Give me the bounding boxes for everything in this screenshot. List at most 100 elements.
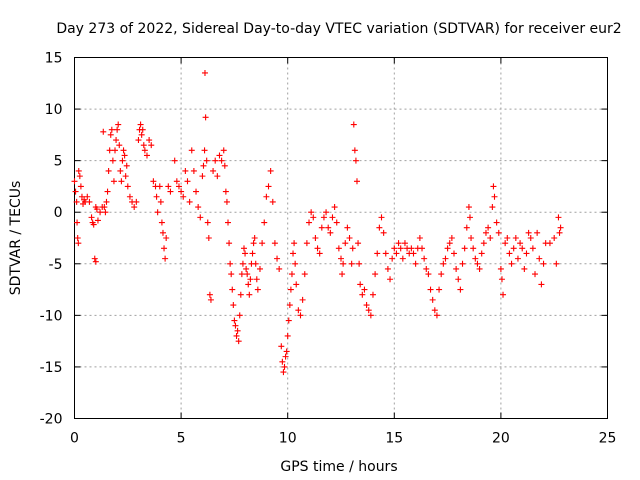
data-point — [466, 214, 473, 221]
data-point — [242, 250, 249, 257]
data-point — [301, 271, 308, 278]
data-point — [188, 147, 195, 154]
data-point — [276, 265, 283, 272]
data-point — [410, 250, 417, 257]
data-point — [73, 198, 80, 205]
data-point — [399, 255, 406, 262]
data-point — [320, 214, 327, 221]
data-point — [351, 147, 358, 154]
data-point — [500, 291, 507, 298]
data-point — [252, 260, 259, 267]
data-point — [71, 178, 78, 185]
data-point — [153, 193, 160, 200]
data-point — [271, 240, 278, 247]
data-point — [156, 183, 163, 190]
data-point — [74, 219, 81, 226]
data-point — [459, 260, 466, 267]
data-point — [331, 204, 338, 211]
data-point — [77, 183, 84, 190]
data-point — [190, 167, 197, 174]
data-point — [200, 162, 207, 169]
data-point — [154, 209, 161, 216]
data-point — [357, 281, 364, 288]
data-point — [94, 217, 101, 224]
data-point — [440, 260, 447, 267]
data-point — [100, 128, 107, 135]
data-point — [256, 265, 263, 272]
data-point — [109, 157, 116, 164]
data-point — [230, 302, 237, 309]
data-point — [453, 265, 460, 272]
data-point — [457, 286, 464, 293]
data-point — [292, 260, 299, 267]
data-point — [203, 157, 210, 164]
data-point — [74, 235, 81, 241]
data-point — [323, 209, 330, 216]
data-point — [408, 245, 415, 252]
data-point — [243, 265, 250, 272]
data-point — [115, 121, 122, 128]
data-point — [532, 271, 539, 278]
data-point — [131, 204, 138, 211]
data-point — [280, 369, 287, 376]
data-point — [102, 209, 109, 216]
data-point — [225, 219, 232, 226]
data-point — [107, 131, 114, 138]
data-point — [93, 206, 100, 213]
data-point — [380, 229, 387, 236]
data-point — [253, 276, 260, 283]
data-point — [161, 245, 168, 252]
data-point — [116, 142, 123, 149]
x-tick-label: 5 — [177, 431, 186, 447]
data-point — [72, 188, 79, 195]
data-point — [106, 147, 113, 154]
data-point — [538, 281, 545, 288]
data-point — [110, 178, 117, 185]
data-point — [247, 276, 254, 283]
y-tick-label: 10 — [45, 102, 63, 118]
data-point — [355, 240, 362, 247]
data-point — [478, 250, 485, 257]
data-point — [186, 198, 193, 205]
data-point — [472, 255, 479, 262]
data-point — [482, 229, 489, 236]
data-point — [318, 224, 325, 231]
data-point — [423, 265, 430, 272]
data-point — [126, 193, 133, 200]
data-point — [118, 178, 125, 185]
data-point — [485, 224, 492, 231]
data-point — [412, 260, 419, 267]
data-point — [195, 204, 202, 211]
data-point — [227, 260, 234, 267]
data-point — [438, 271, 445, 278]
data-point — [519, 245, 526, 252]
data-point — [269, 198, 276, 205]
data-point — [207, 296, 214, 303]
data-point — [284, 332, 291, 339]
data-point — [263, 193, 270, 200]
data-point — [393, 250, 400, 257]
x-tick-label: 25 — [599, 431, 617, 447]
data-point — [470, 245, 477, 252]
axis-ticks: 0 5 10 15 20 25 -20 -15 -10 -5 0 5 10 15 — [40, 51, 617, 447]
data-point — [346, 235, 353, 241]
data-point — [197, 214, 204, 221]
data-point — [182, 167, 189, 174]
data-point — [222, 188, 229, 195]
data-point — [274, 255, 281, 262]
y-tick-label: 5 — [54, 154, 63, 170]
data-point — [193, 188, 200, 195]
data-point — [527, 235, 534, 241]
data-point — [416, 235, 423, 241]
data-point — [551, 235, 558, 241]
data-point — [212, 157, 219, 164]
data-point — [325, 224, 332, 231]
data-point — [251, 235, 258, 241]
data-point — [419, 245, 426, 252]
data-point — [221, 162, 228, 169]
data-point — [310, 214, 317, 221]
data-point — [502, 240, 509, 247]
data-point — [508, 260, 515, 267]
data-point — [76, 173, 83, 180]
